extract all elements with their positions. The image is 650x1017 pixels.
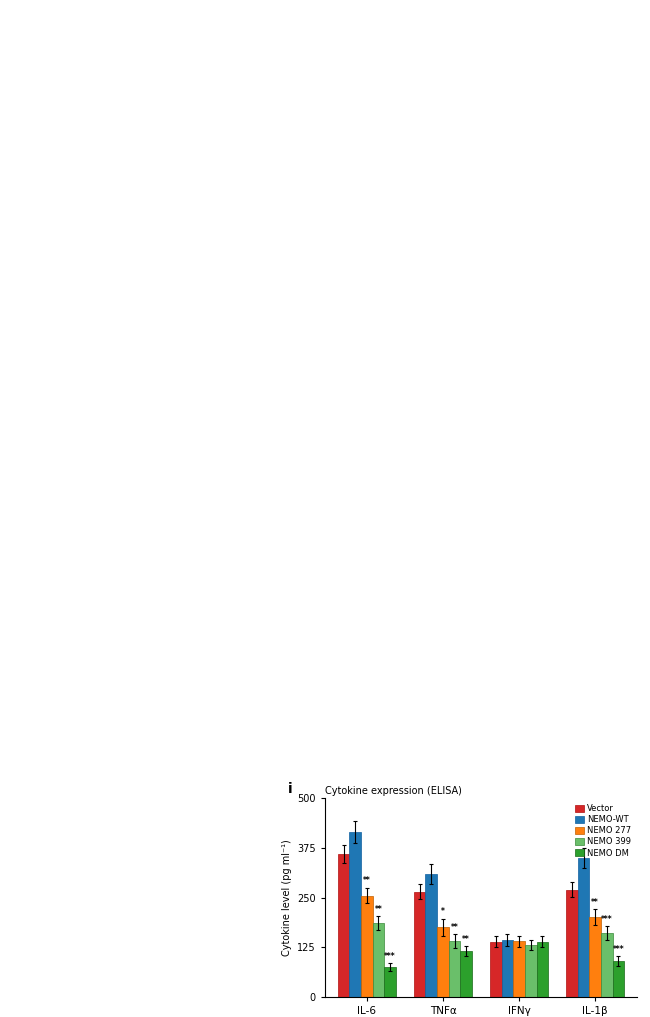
Bar bbox=[384, 967, 396, 997]
Bar bbox=[414, 892, 426, 997]
Bar bbox=[448, 941, 460, 997]
Bar bbox=[372, 923, 384, 997]
Bar bbox=[338, 854, 350, 997]
Text: **: ** bbox=[450, 922, 458, 932]
Bar bbox=[490, 942, 502, 997]
Bar bbox=[460, 951, 472, 997]
Bar bbox=[536, 942, 548, 997]
Bar bbox=[578, 858, 590, 997]
Text: **: ** bbox=[462, 935, 470, 944]
Bar bbox=[601, 934, 612, 997]
Text: **: ** bbox=[374, 905, 382, 913]
Bar bbox=[590, 917, 601, 997]
Bar bbox=[502, 940, 514, 997]
Bar bbox=[426, 874, 437, 997]
Bar bbox=[566, 890, 578, 997]
Text: *: * bbox=[441, 907, 445, 916]
Bar bbox=[350, 832, 361, 997]
Text: ***: *** bbox=[384, 952, 396, 961]
Bar bbox=[525, 945, 536, 997]
Bar bbox=[361, 896, 372, 997]
Text: ***: *** bbox=[601, 914, 612, 923]
Legend: Vector, NEMO-WT, NEMO 277, NEMO 399, NEMO DM: Vector, NEMO-WT, NEMO 277, NEMO 399, NEM… bbox=[574, 802, 633, 859]
Y-axis label: Cytokine level (pg ml⁻¹): Cytokine level (pg ml⁻¹) bbox=[282, 839, 292, 956]
Text: **: ** bbox=[592, 898, 599, 907]
Bar bbox=[437, 928, 448, 997]
Text: **: ** bbox=[363, 877, 370, 885]
Text: Cytokine expression (ELISA): Cytokine expression (ELISA) bbox=[325, 786, 462, 796]
Text: i: i bbox=[287, 782, 292, 796]
Bar bbox=[612, 961, 624, 997]
Bar bbox=[514, 941, 525, 997]
Text: ***: *** bbox=[612, 945, 624, 954]
